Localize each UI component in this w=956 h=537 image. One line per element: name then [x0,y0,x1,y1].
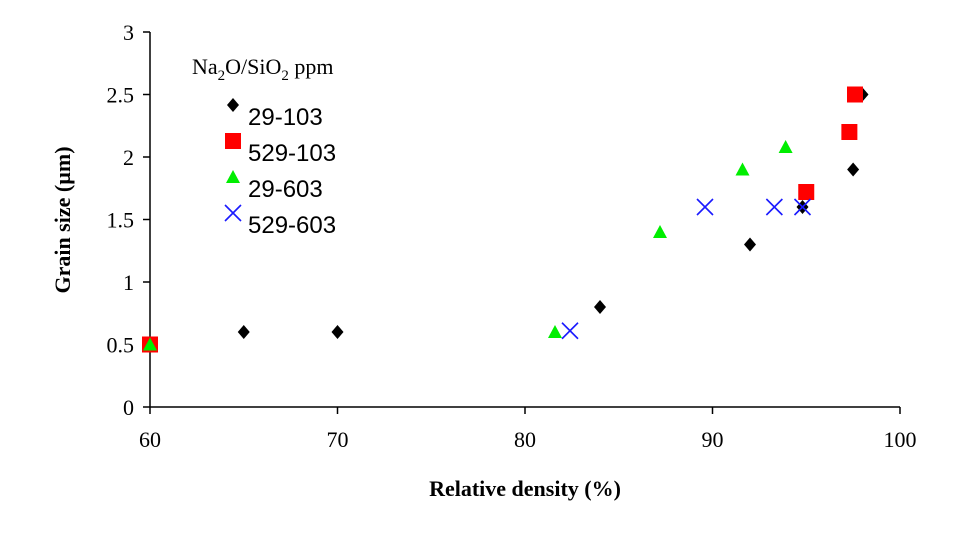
x-axis-title: Relative density (%) [429,476,621,501]
data-point-29-103 [744,237,756,252]
y-tick-label: 1 [123,270,134,295]
data-point-529-603 [793,198,812,216]
y-ticks: 0 0.5 1 1.5 2 2.5 3 [107,20,150,420]
x-ticks: 60 70 80 90 100 [139,407,917,452]
data-point-29-103 [594,300,606,314]
y-tick-label: 3 [123,20,134,45]
legend-label-29-603: 29-603 [248,176,323,203]
data-point-529-103 [841,124,858,140]
y-tick-label: 2 [123,145,134,170]
x-tick-label: 80 [514,427,536,452]
legend: Na2O/SiO2 ppm 29-103 529-103 29-603 529-603 [192,54,336,239]
legend-marker-29-103 [227,98,239,112]
data-point-29-603 [778,140,793,153]
x-tick-label: 90 [702,427,724,452]
legend-label-29-103: 29-103 [248,104,323,131]
data-point-29-603 [735,162,750,176]
data-point-529-603 [765,198,783,216]
data-points [142,86,869,353]
data-point-29-603 [548,325,562,338]
legend-marker-529-103 [225,133,241,149]
x-tick-label: 70 [327,427,349,452]
y-tick-label: 0.5 [107,333,135,358]
y-tick-label: 0 [123,395,134,420]
legend-title: Na2O/SiO2 ppm [192,54,334,84]
x-tick-label: 60 [139,427,161,452]
data-point-529-603 [696,198,714,216]
y-tick-label: 1.5 [107,208,135,233]
legend-marker-529-603 [224,204,242,222]
legend-label-529-103: 529-103 [248,140,336,167]
data-point-29-603 [143,337,157,351]
legend-label-529-603: 529-603 [248,212,336,239]
data-point-29-603 [653,225,667,238]
y-tick-label: 2.5 [107,83,135,108]
data-point-29-103 [237,325,250,339]
legend-marker-29-603 [226,170,240,183]
data-point-529-103 [798,184,815,200]
data-point-29-103 [847,162,860,177]
y-axis-title: Grain size (µm) [50,146,75,293]
x-tick-label: 100 [884,427,917,452]
data-point-29-103 [331,325,344,339]
data-point-529-603 [561,322,579,340]
data-point-529-103 [847,86,863,103]
